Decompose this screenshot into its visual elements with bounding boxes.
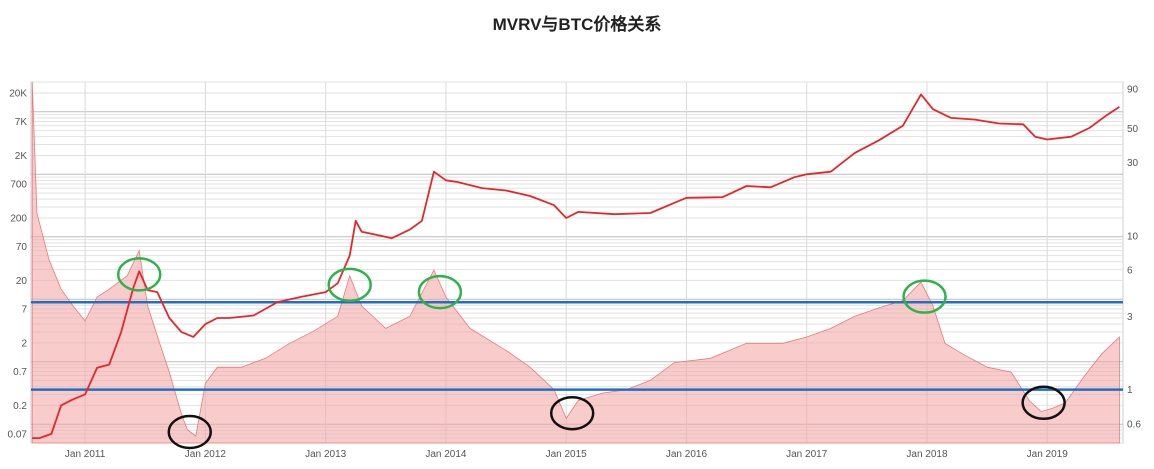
y-right-tick-label: 90: [1127, 85, 1139, 96]
y-left-tick-label: 0.07: [8, 429, 28, 440]
x-tick-label: Jan 2016: [666, 449, 708, 460]
bottom-marker-circle-5: [549, 395, 595, 431]
bottom-marker-circle-6: [1021, 385, 1066, 421]
x-tick-label: Jan 2013: [305, 449, 347, 460]
mvrv-area: [31, 81, 1120, 444]
y-right-tick-label: 50: [1127, 124, 1139, 135]
y-left-tick-label: 70: [16, 242, 28, 253]
x-tick-label: Jan 2012: [185, 449, 227, 460]
y-left-tick-label: 200: [10, 213, 27, 224]
y-left-tick-label: 2: [21, 338, 27, 349]
y-left-tick-label: 0.2: [13, 401, 27, 412]
bottom-marker-circle-4: [167, 414, 212, 450]
y-right-tick-label: 10: [1127, 231, 1139, 242]
y-left-tick-label: 7K: [15, 117, 28, 128]
y-left-tick-label: 2K: [15, 151, 28, 162]
price-line: [32, 93, 1120, 439]
top-marker-circle-1: [327, 267, 372, 303]
y-right-tick-label: 6: [1127, 265, 1133, 276]
top-marker-circle-3: [902, 279, 947, 314]
y-left-tick-label: 20: [16, 276, 28, 287]
y-left-tick-label: 0.7: [13, 367, 27, 378]
top-marker-circle-2: [417, 274, 463, 310]
y-right-tick-label: 30: [1127, 158, 1139, 169]
x-tick-label: Jan 2015: [546, 449, 588, 460]
x-tick-label: Jan 2018: [906, 449, 948, 460]
y-right-tick-label: 3: [1127, 312, 1133, 323]
x-tick-label: Jan 2011: [65, 449, 106, 460]
y-left-tick-label: 20K: [9, 89, 27, 100]
y-right-tick-label: 0.6: [1127, 419, 1141, 430]
x-tick-label: Jan 2019: [1027, 449, 1069, 460]
y-left-tick-label: 700: [10, 179, 27, 190]
x-tick-label: Jan 2017: [786, 449, 828, 460]
x-tick-label: Jan 2014: [425, 449, 467, 460]
y-right-tick-label: 1: [1127, 385, 1133, 396]
y-left-tick-label: 7: [21, 304, 27, 315]
chart-title: MVRV与BTC价格关系: [492, 15, 662, 34]
top-marker-circle-0: [116, 257, 162, 292]
